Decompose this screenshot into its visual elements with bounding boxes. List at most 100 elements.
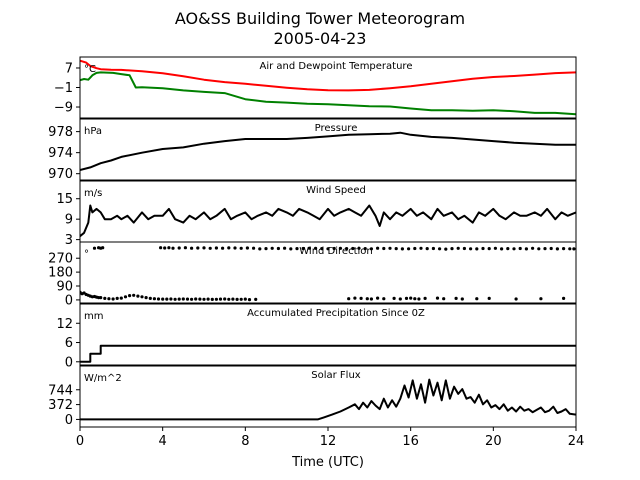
wind-speed-plot-area (80, 204, 576, 237)
panel-wind-speed: 15 9 3 m/s Wind Speed (56, 180, 577, 248)
wind-direction-point (173, 297, 177, 301)
pressure-frame (79, 118, 577, 181)
temp-unit-label: °C (84, 64, 96, 75)
wind-direction-point (152, 297, 156, 301)
wind-direction-point (462, 246, 466, 251)
wind-direction-point (493, 246, 497, 250)
solar-unit-label: W/m^2 (84, 373, 122, 384)
wind-direction-point (190, 246, 194, 250)
wind-direction-point (531, 246, 535, 250)
wind-direction-point (245, 246, 249, 250)
wind-direction-point (435, 296, 440, 300)
wind-direction-point (562, 247, 566, 251)
wind-direction-point (454, 296, 458, 300)
wind-direction-point (444, 247, 448, 251)
wind-direction-y-tick-label: 90 (56, 280, 73, 295)
wind-direction-point (214, 246, 218, 250)
wind-speed-series-line-0 (80, 204, 576, 237)
wind-direction-point (198, 297, 202, 301)
wind-direction-point (357, 246, 361, 250)
wind-direction-point (469, 247, 473, 251)
wind-direction-point (210, 297, 214, 301)
wind-direction-point (351, 246, 355, 251)
solar-plot-area (80, 378, 576, 421)
wind-direction-point (119, 296, 123, 300)
wind-direction-point (289, 247, 293, 251)
pressure-panel-title: Pressure (315, 123, 358, 134)
x-tick-label: 20 (485, 434, 502, 449)
wind-direction-point (247, 298, 252, 302)
wind-direction-point (376, 246, 380, 250)
chart-title: AO&SS Building Tower Meteorogram (175, 9, 465, 28)
wind-direction-point (512, 247, 516, 251)
wind-direction-point (258, 247, 262, 251)
wind-direction-point (506, 247, 510, 251)
x-tick-label: 8 (241, 434, 249, 449)
wind-direction-point (314, 246, 318, 250)
wind-direction-point (140, 295, 144, 299)
solar-panel-title: Solar Flux (311, 370, 361, 381)
temp-y-tick-label: −9 (54, 101, 73, 116)
wind-direction-point (388, 246, 392, 250)
wind-direction-point (221, 246, 225, 250)
wind-direction-point (332, 246, 336, 251)
wind-direction-point (235, 297, 239, 301)
wind-direction-point (376, 296, 380, 300)
wind-speed-y-tick-label: 9 (65, 213, 73, 228)
wind-direction-point (382, 246, 386, 251)
wind-direction-point (562, 296, 566, 300)
wind-direction-point (347, 297, 351, 301)
precip-plot-area (80, 344, 576, 363)
wind-direction-point (202, 297, 206, 301)
pressure-series-line-0 (80, 131, 576, 171)
wind-direction-point (276, 246, 280, 251)
pressure-y-tick-label: 974 (48, 146, 73, 161)
wind-direction-point (239, 246, 243, 250)
wind-direction-point (425, 247, 429, 251)
panels-group: 7−1−9°C Air and Dewpoint Temperature97897… (48, 56, 577, 428)
wind-direction-point (111, 297, 115, 301)
wind-direction-point (338, 246, 342, 250)
wind-direction-point (369, 297, 373, 301)
wind-direction-point (555, 247, 560, 251)
wind-speed-y-tick-label: 15 (56, 192, 73, 207)
temp-series-line-0 (80, 59, 576, 92)
wind-direction-y-tick-label: 270 (48, 252, 73, 267)
wind-direction-point (392, 296, 396, 300)
wind-direction-point (208, 246, 212, 250)
wind-direction-point (301, 246, 305, 251)
wind-direction-point (431, 246, 435, 251)
wind-direction-point (128, 294, 132, 298)
x-tick-label: 0 (76, 434, 84, 449)
panel-pressure: 978 974 970 hPa Pressure (48, 118, 577, 182)
wind-direction-point (359, 296, 363, 300)
wind-direction-point (136, 294, 140, 298)
wind-direction-point (115, 296, 119, 300)
wind-direction-point (159, 246, 163, 250)
x-tick-label: 16 (402, 434, 419, 449)
x-tick-label: 4 (159, 434, 167, 449)
wind-direction-point (307, 246, 311, 250)
wind-direction-point (438, 247, 442, 251)
wind-direction-point (156, 297, 161, 301)
x-axis-label: Time (UTC) (291, 455, 364, 470)
wind-direction-point (233, 246, 237, 250)
wind-direction-point (252, 246, 256, 250)
wind-direction-point (185, 297, 190, 301)
wind-direction-point (165, 297, 169, 301)
wind-direction-point (353, 296, 357, 300)
wind-direction-point (423, 296, 427, 300)
wind-direction-point (543, 247, 547, 251)
wind-direction-point (404, 296, 409, 300)
wind-direction-y-tick-label: 0 (65, 293, 73, 308)
wind-direction-point (456, 246, 460, 250)
wind-direction-point (419, 246, 423, 250)
wind-direction-point (223, 297, 227, 301)
precip-frame (79, 303, 577, 366)
wind-direction-point (231, 297, 235, 301)
wind-direction-point (103, 296, 107, 300)
wind-direction-point (132, 293, 136, 297)
